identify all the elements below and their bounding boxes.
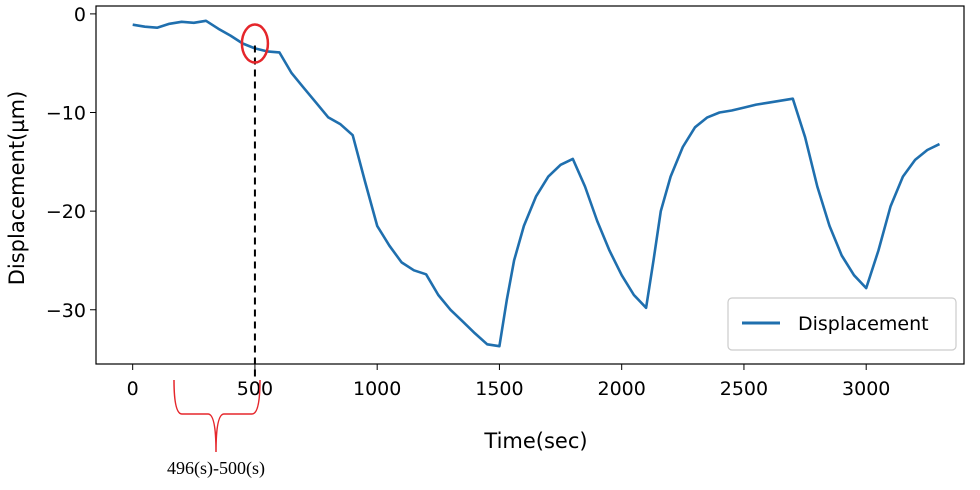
axes-box	[95, 5, 965, 365]
range-bracket-label: 496(s)-500(s)	[167, 458, 265, 479]
x-tick-label: 3000	[842, 378, 890, 400]
y-tick-label: −20	[46, 201, 86, 223]
legend: Displacement	[727, 297, 957, 351]
x-tick-label: 500	[237, 378, 273, 400]
x-tick-label: 0	[127, 378, 139, 400]
y-axis-ticks: 0 −10 −20 −30	[46, 4, 96, 322]
y-tick-label: −10	[46, 103, 86, 125]
annotation-layer: 496(s)-500(s)	[167, 23, 270, 479]
range-bracket	[173, 379, 261, 453]
x-axis-label: Time(sec)	[483, 429, 587, 453]
plot-frame	[95, 5, 965, 365]
x-tick-label: 1500	[475, 378, 523, 400]
legend-box	[727, 297, 957, 351]
x-axis-ticks: 0 500 1000 1500 2000 2500 3000	[127, 364, 890, 400]
x-tick-label: 2000	[598, 378, 646, 400]
y-axis-label: Displacement(µm)	[5, 91, 29, 286]
x-tick-label: 2500	[720, 378, 768, 400]
highlight-circle	[240, 23, 270, 64]
x-tick-label: 1000	[353, 378, 401, 400]
series-layer	[132, 19, 941, 348]
legend-label: Displacement	[798, 313, 929, 335]
y-tick-label: 0	[74, 4, 86, 26]
series-line-displacement	[132, 19, 941, 348]
y-tick-label: −30	[46, 300, 86, 322]
